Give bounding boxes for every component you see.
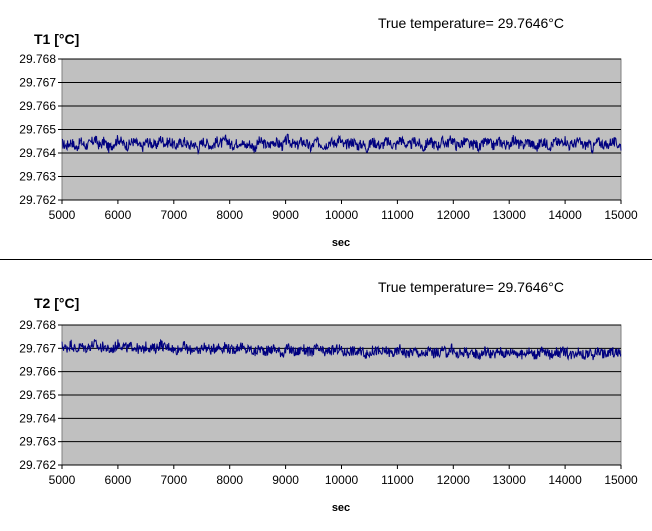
x-tick-label: 13000	[493, 473, 527, 487]
x-tick-label: 11000	[381, 208, 414, 222]
x-tick-label: 12000	[437, 208, 471, 222]
y-tick-label: 29.768	[19, 52, 56, 66]
x-tick-label: 10000	[325, 208, 359, 222]
x-tick-label: 8000	[216, 208, 243, 222]
x-tick-label: 9000	[272, 473, 299, 487]
y-tick-label: 29.764	[19, 411, 56, 425]
y-tick-label: 29.766	[19, 99, 56, 113]
x-tick-label: 6000	[105, 208, 132, 222]
x-tick-label: 5000	[49, 473, 76, 487]
y-tick-label: 29.762	[19, 458, 56, 472]
x-tick-label: 13000	[493, 208, 527, 222]
series-line	[61, 338, 622, 361]
y-axis-label: T2 [°C]	[34, 295, 79, 311]
x-tick-label: 7000	[160, 208, 187, 222]
x-tick-label: 10000	[325, 473, 359, 487]
x-axis-label: sec	[332, 502, 350, 514]
x-axis-label: sec	[332, 237, 350, 249]
y-axis-label: T1 [°C]	[34, 31, 79, 47]
chart-annotation: True temperature= 29.7646°C	[378, 15, 564, 31]
series-line	[61, 133, 622, 156]
y-tick-label: 29.762	[19, 193, 56, 207]
x-tick-label: 15000	[604, 208, 638, 222]
y-tick-label: 29.764	[19, 146, 56, 160]
x-tick-label: 9000	[272, 208, 299, 222]
chart-annotation: True temperature= 29.7646°C	[378, 279, 564, 295]
y-tick-label: 29.768	[19, 318, 56, 332]
x-tick-label: 7000	[160, 473, 187, 487]
x-tick-label: 11000	[381, 473, 414, 487]
y-tick-label: 29.765	[19, 388, 56, 402]
y-tick-label: 29.766	[19, 365, 56, 379]
y-tick-label: 29.765	[19, 123, 56, 137]
chart-t2: True temperature= 29.7646°C T2 [°C] sec …	[19, 279, 638, 514]
y-tick-label: 29.767	[19, 341, 56, 355]
chart-t1: True temperature= 29.7646°C T1 [°C] sec …	[19, 15, 638, 249]
x-tick-label: 14000	[548, 473, 582, 487]
x-tick-label: 15000	[604, 473, 638, 487]
x-tick-label: 6000	[105, 473, 132, 487]
chart-divider	[0, 259, 652, 260]
x-tick-label: 12000	[437, 473, 471, 487]
x-tick-label: 5000	[49, 208, 76, 222]
x-tick-label: 8000	[216, 473, 243, 487]
y-tick-label: 29.763	[19, 435, 56, 449]
x-tick-label: 14000	[548, 208, 582, 222]
y-tick-label: 29.763	[19, 170, 56, 184]
y-tick-label: 29.767	[19, 76, 56, 90]
